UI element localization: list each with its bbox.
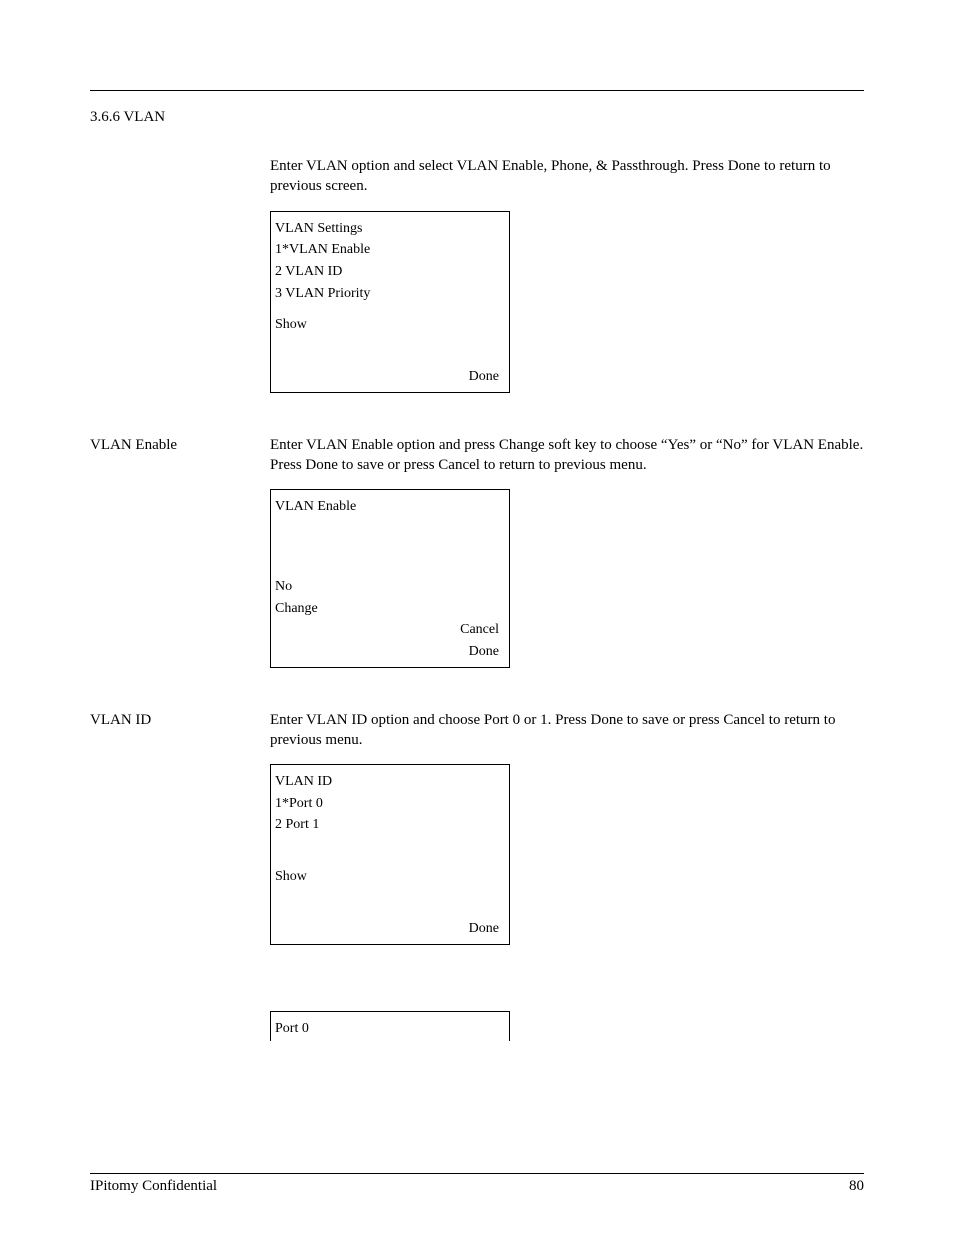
intro-paragraph: Enter VLAN option and select VLAN Enable… xyxy=(270,156,864,197)
vlan-id-row: VLAN ID Enter VLAN ID option and choose … xyxy=(90,710,864,1042)
intro-row: Enter VLAN option and select VLAN Enable… xyxy=(90,156,864,421)
spacer xyxy=(275,518,505,566)
screen2-soft-right1: Cancel xyxy=(275,619,505,641)
section-heading: 3.6.6 VLAN xyxy=(90,109,864,126)
vlan-enable-row: VLAN Enable Enter VLAN Enable option and… xyxy=(90,435,864,696)
screen3-title: VLAN ID xyxy=(275,771,505,793)
vlan-id-screen: VLAN ID 1*Port 0 2 Port 1 Show Done xyxy=(270,764,510,944)
intro-body: Enter VLAN option and select VLAN Enable… xyxy=(270,156,864,421)
footer-left-text: IPitomy Confidential xyxy=(90,1178,217,1195)
top-rule xyxy=(90,90,864,91)
vlan-id-body: Enter VLAN ID option and choose Port 0 o… xyxy=(270,710,864,1042)
bottom-rule xyxy=(90,1173,864,1174)
vlan-enable-screen: VLAN Enable No Change Cancel Done xyxy=(270,489,510,667)
spacer xyxy=(275,836,505,866)
screen3-soft-right: Done xyxy=(275,918,505,940)
screen2-soft-left: Change xyxy=(275,598,505,620)
screen2-value: No xyxy=(275,576,505,598)
screen3-line2: 2 Port 1 xyxy=(275,814,505,836)
page-footer: IPitomy Confidential 80 xyxy=(90,1173,864,1195)
spacer xyxy=(270,973,864,1003)
intro-label-empty xyxy=(90,156,270,158)
screen1-title: VLAN Settings xyxy=(275,218,505,240)
vlan-id-paragraph: Enter VLAN ID option and choose Port 0 o… xyxy=(270,710,864,751)
screen1-line2: 2 VLAN ID xyxy=(275,261,505,283)
screen2-title: VLAN Enable xyxy=(275,496,505,518)
footer-page-number: 80 xyxy=(849,1178,864,1195)
spacer xyxy=(275,304,505,314)
screen1-soft-right: Done xyxy=(275,366,505,388)
vlan-enable-paragraph: Enter VLAN Enable option and press Chang… xyxy=(270,435,864,476)
spacer xyxy=(275,888,505,918)
screen4-title: Port 0 xyxy=(275,1018,505,1040)
port0-screen: Port 0 xyxy=(270,1011,510,1042)
screen2-soft-right2: Done xyxy=(275,641,505,663)
spacer xyxy=(275,336,505,366)
footer-row: IPitomy Confidential 80 xyxy=(90,1178,864,1195)
page-container: 3.6.6 VLAN Enter VLAN option and select … xyxy=(0,0,954,1235)
spacer xyxy=(275,566,505,576)
screen3-soft-left: Show xyxy=(275,866,505,888)
screen1-soft-left: Show xyxy=(275,314,505,336)
screen1-line1: 1*VLAN Enable xyxy=(275,239,505,261)
vlan-enable-body: Enter VLAN Enable option and press Chang… xyxy=(270,435,864,696)
vlan-id-label: VLAN ID xyxy=(90,710,270,729)
vlan-enable-label: VLAN Enable xyxy=(90,435,270,454)
screen1-line3: 3 VLAN Priority xyxy=(275,283,505,305)
vlan-settings-screen: VLAN Settings 1*VLAN Enable 2 VLAN ID 3 … xyxy=(270,211,510,393)
screen3-line1: 1*Port 0 xyxy=(275,793,505,815)
